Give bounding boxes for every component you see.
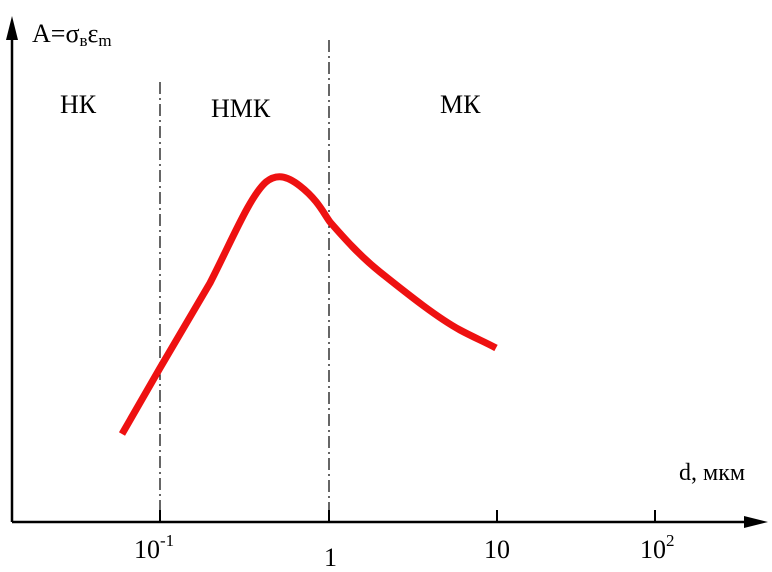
- y-axis-label: A=σвεm: [32, 19, 112, 50]
- tick-label-4-base: 10: [640, 535, 666, 564]
- y-label-base: A=σ: [32, 19, 79, 48]
- tick-label-1-base: 10: [134, 535, 160, 564]
- region-label-nk: НК: [60, 90, 97, 119]
- tick-label-1: 10-1: [134, 531, 174, 564]
- region-label-mk: МК: [440, 90, 481, 119]
- tick-label-3: 10: [484, 535, 510, 564]
- tick-label-4-exp: 2: [666, 531, 675, 550]
- x-axis-arrow: [744, 516, 768, 528]
- strength-curve: [118, 173, 498, 436]
- tick-label-4: 102: [640, 531, 675, 564]
- tick-label-1-exp: -1: [160, 531, 174, 550]
- y-label-mid: ε: [88, 19, 99, 48]
- y-axis-arrow: [6, 16, 18, 40]
- y-label-sub2: m: [98, 31, 111, 50]
- region-label-nmk: НМК: [211, 94, 271, 123]
- y-label-sub1: в: [79, 31, 87, 50]
- tick-label-2: 1: [324, 543, 337, 572]
- x-axis-label: d, мкм: [679, 460, 745, 486]
